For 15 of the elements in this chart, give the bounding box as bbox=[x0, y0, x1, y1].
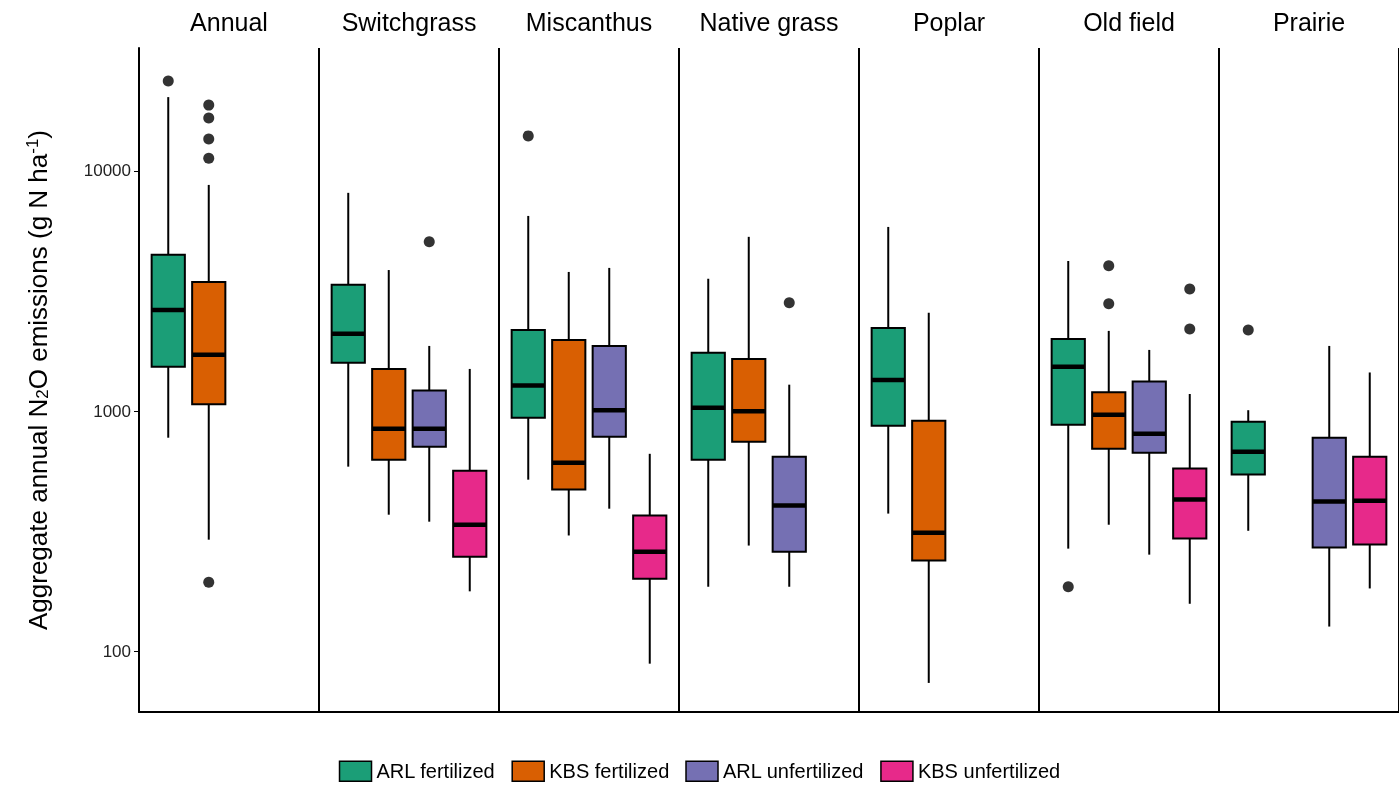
legend-label: KBS unfertilized bbox=[917, 760, 1061, 783]
x-tick-label: Old field bbox=[1083, 7, 1175, 36]
x-tick-label: Prairie bbox=[1272, 7, 1346, 36]
x-tick-label: Switchgrass bbox=[341, 7, 477, 36]
y-tick-label: 1000 bbox=[93, 401, 131, 421]
x-tick-label: Miscanthus bbox=[525, 7, 653, 36]
x-tick-label: Annual bbox=[190, 7, 268, 36]
y-axis-title: Aggregate annual N2O emissions (g N ha-1) bbox=[22, 129, 53, 631]
legend-label: ARL unfertilized bbox=[723, 760, 864, 783]
legend-label: KBS fertilized bbox=[549, 760, 670, 783]
x-tick-label: Native grass bbox=[699, 7, 839, 36]
x-tick-label: Poplar bbox=[912, 7, 986, 36]
y-tick-label: 10000 bbox=[83, 161, 131, 181]
legend-label: ARL fertilized bbox=[376, 760, 495, 783]
y-tick-label: 100 bbox=[102, 642, 131, 661]
